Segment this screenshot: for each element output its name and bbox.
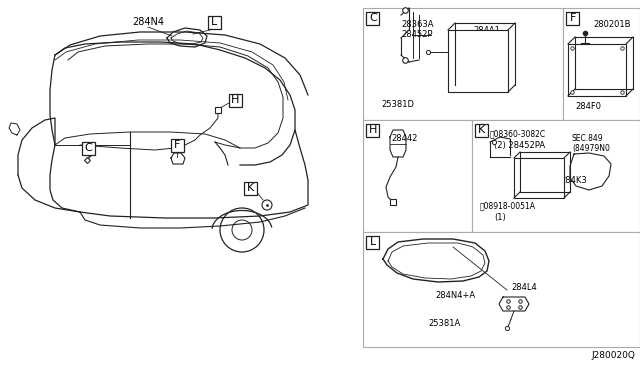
Bar — [448, 30, 508, 92]
Text: C: C — [369, 13, 377, 23]
Text: 28452P: 28452P — [401, 29, 433, 38]
Text: (1): (1) — [494, 212, 506, 221]
Bar — [170, 138, 184, 151]
Text: 28442: 28442 — [391, 134, 417, 142]
Text: K: K — [478, 125, 486, 135]
Bar — [472, 120, 640, 232]
Bar — [514, 158, 564, 198]
Text: 284L4: 284L4 — [511, 282, 537, 292]
Text: 25381D: 25381D — [381, 99, 414, 109]
Text: Ⓝ08360-3082C: Ⓝ08360-3082C — [490, 129, 546, 138]
Text: 25381A: 25381A — [428, 318, 460, 327]
Text: F: F — [570, 13, 576, 23]
Text: L: L — [370, 237, 376, 247]
Text: 280201B: 280201B — [593, 19, 630, 29]
Bar — [228, 93, 241, 106]
Bar — [476, 124, 488, 137]
Bar — [363, 8, 563, 120]
Bar — [207, 16, 221, 29]
Bar — [367, 235, 380, 248]
Text: K: K — [246, 183, 253, 193]
Text: J280020Q: J280020Q — [591, 351, 635, 360]
Bar — [363, 120, 472, 232]
Text: C: C — [84, 143, 92, 153]
Text: 28363A: 28363A — [401, 19, 433, 29]
Text: (84979N0: (84979N0 — [572, 144, 610, 153]
Text: H: H — [369, 125, 377, 135]
Bar — [563, 8, 640, 120]
Text: 284A1: 284A1 — [473, 26, 500, 35]
Text: (2) 28452PA: (2) 28452PA — [494, 141, 545, 150]
Text: 284N4: 284N4 — [132, 17, 164, 27]
Bar — [367, 12, 380, 25]
Bar — [367, 124, 380, 137]
Text: H: H — [231, 95, 239, 105]
Text: L: L — [211, 17, 217, 27]
Bar — [566, 12, 579, 25]
Text: SEC.849: SEC.849 — [572, 134, 604, 142]
Text: F: F — [174, 140, 180, 150]
Bar — [568, 44, 626, 96]
Text: 284F0: 284F0 — [575, 102, 601, 110]
Text: Ⓞ08918-0051A: Ⓞ08918-0051A — [480, 202, 536, 211]
Text: 284K3: 284K3 — [560, 176, 587, 185]
Bar — [243, 182, 257, 195]
Bar — [81, 141, 95, 154]
Text: 284N4+A: 284N4+A — [435, 291, 475, 299]
Bar — [363, 232, 640, 347]
